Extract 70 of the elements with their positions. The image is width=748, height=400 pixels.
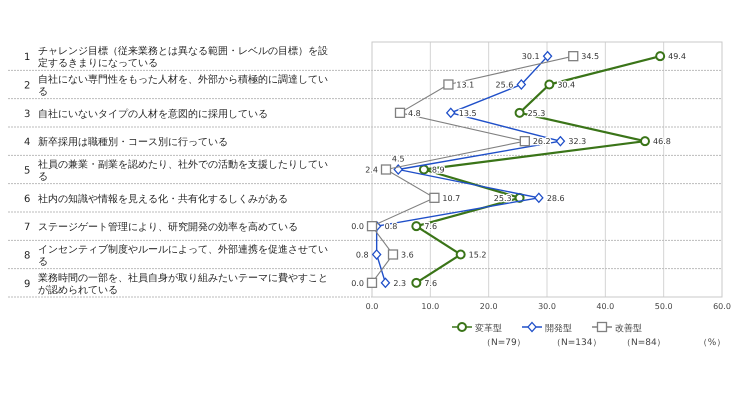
point (516, 79, 526, 90)
point (366, 278, 378, 288)
data-label: 25.6 (496, 80, 514, 90)
point (372, 249, 382, 260)
data-label: 4.5 (392, 154, 405, 164)
data-label: 46.8 (653, 137, 671, 146)
data-label: 0.0 (351, 222, 364, 232)
point (446, 108, 456, 118)
x-axis-title: （%） (698, 338, 726, 348)
y-tick-label: 2 自社にない専門性をもった人材を、外部から積極的に調達している (24, 74, 328, 98)
legend-label: 変革型（N=79） (475, 323, 526, 348)
y-tick-label: 8 インセンティブ制度やルールによって、外部連携を促進させている (24, 244, 328, 268)
point (514, 108, 525, 118)
data-label: 25.3 (494, 194, 512, 203)
x-tick-label: 50.0 (654, 302, 673, 311)
point (366, 221, 378, 232)
point (411, 221, 422, 232)
y-tick-label: 3 自社にいないタイプの人材を意図的に採用している (24, 108, 268, 120)
point (568, 51, 578, 62)
data-label: 34.5 (581, 52, 600, 62)
data-label: 28.6 (546, 194, 565, 203)
point (542, 51, 552, 62)
point (534, 192, 544, 203)
data-label: 2.4 (365, 166, 378, 174)
point (556, 136, 566, 146)
point (544, 80, 554, 90)
data-label: 30.1 (522, 52, 540, 62)
data-label: 7.6 (424, 222, 438, 232)
point (388, 249, 398, 260)
point (443, 79, 454, 90)
point (456, 250, 466, 260)
x-tick-label: 10.0 (421, 302, 440, 311)
x-tick-label: 40.0 (596, 302, 614, 311)
data-label: 0.8 (356, 250, 369, 260)
y-tick-label: 4 新卒採用は職種別・コース別に行っている (24, 136, 228, 148)
data-label: 15.2 (468, 250, 486, 260)
point (520, 136, 530, 146)
data-label: 3.6 (401, 250, 414, 260)
data-label: 49.4 (668, 52, 686, 62)
point (640, 136, 650, 146)
point (380, 278, 390, 288)
point (418, 164, 429, 174)
data-label: 2.3 (393, 278, 406, 288)
y-tick-label: 7 ステージゲート管理により、研究開発の効率を高めている (24, 221, 298, 234)
x-tick-label: 20.0 (480, 302, 498, 311)
data-label: 0.8 (384, 222, 398, 232)
data-label: 7.6 (424, 278, 438, 288)
y-tick-label: 5 社員の兼業・副業を認めたり、社外での活動を支援したりしている (24, 158, 328, 182)
y-tick-label: 9 業務時間の一部を、社員自身が取り組みたいテーマに費やすことが認められている (24, 272, 328, 296)
data-label: 10.7 (442, 194, 460, 203)
y-tick-label: 1 チャレンジ目標（従来業務とは異なる範囲・レベルの目標）を設定するきまりになっている (24, 45, 328, 70)
data-label: 0.0 (351, 278, 364, 288)
y-tick-label: 6 社内の知識や情報を見える化・共有化するしくみがある (24, 192, 288, 205)
x-tick-label: 0.0 (366, 302, 378, 311)
point (655, 51, 666, 62)
data-label: 25.3 (528, 108, 546, 118)
x-tick-label: 60.0 (713, 302, 731, 311)
data-label: 4.8 (408, 108, 421, 118)
point (411, 278, 422, 288)
legend-label: 改善型（N=84） (615, 323, 666, 348)
data-label: 30.4 (557, 80, 576, 90)
data-label: 13.1 (456, 80, 474, 90)
data-label: 26.2 (532, 137, 551, 146)
legend-label: 開発型（N=134） (545, 323, 602, 348)
x-tick-label: 30.0 (538, 302, 556, 311)
point (380, 164, 392, 175)
point (429, 192, 440, 203)
data-label: 13.5 (458, 108, 477, 118)
point (394, 108, 406, 118)
data-label: 32.3 (568, 137, 586, 146)
